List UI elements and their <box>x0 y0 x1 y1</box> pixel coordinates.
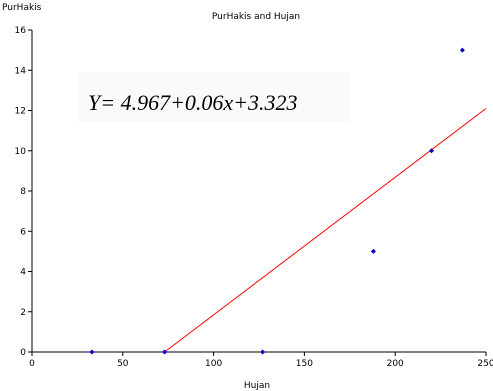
y-axis-label: PurHakis <box>2 3 42 13</box>
x-axis-label: Hujan <box>244 381 270 391</box>
y-tick-label: 4 <box>20 268 26 278</box>
y-tick-label: 10 <box>15 147 27 157</box>
data-point <box>429 148 435 154</box>
x-tick-label: 250 <box>477 359 493 369</box>
y-tick-label: 12 <box>15 107 26 117</box>
y-tick-label: 6 <box>20 227 26 237</box>
x-tick-label: 50 <box>117 359 129 369</box>
data-point <box>459 47 465 53</box>
y-tick-label: 2 <box>20 308 26 318</box>
y-tick-label: 8 <box>20 187 26 197</box>
x-tick-label: 150 <box>296 359 313 369</box>
equation-annotation: Y= 4.967+0.06x+3.323 <box>88 90 298 115</box>
axes: 0 2 4 6 8 10 12 14 16 0 50 100 150 200 250 <box>15 26 493 369</box>
x-tick-label: 100 <box>205 359 222 369</box>
y-tick-label: 14 <box>15 66 27 76</box>
y-tick-label: 16 <box>15 26 27 36</box>
equation-background <box>78 72 350 122</box>
y-tick-label: 0 <box>20 348 26 358</box>
points-layer <box>89 47 465 355</box>
data-point <box>370 248 376 254</box>
chart-title: PurHakis and Hujan <box>212 12 300 22</box>
data-point <box>89 349 95 355</box>
x-tick-label: 0 <box>29 359 35 369</box>
data-point <box>260 349 266 355</box>
data-point <box>162 349 168 355</box>
fit-line-layer <box>164 108 487 353</box>
fit-line <box>164 108 487 353</box>
x-tick-label: 200 <box>387 359 404 369</box>
